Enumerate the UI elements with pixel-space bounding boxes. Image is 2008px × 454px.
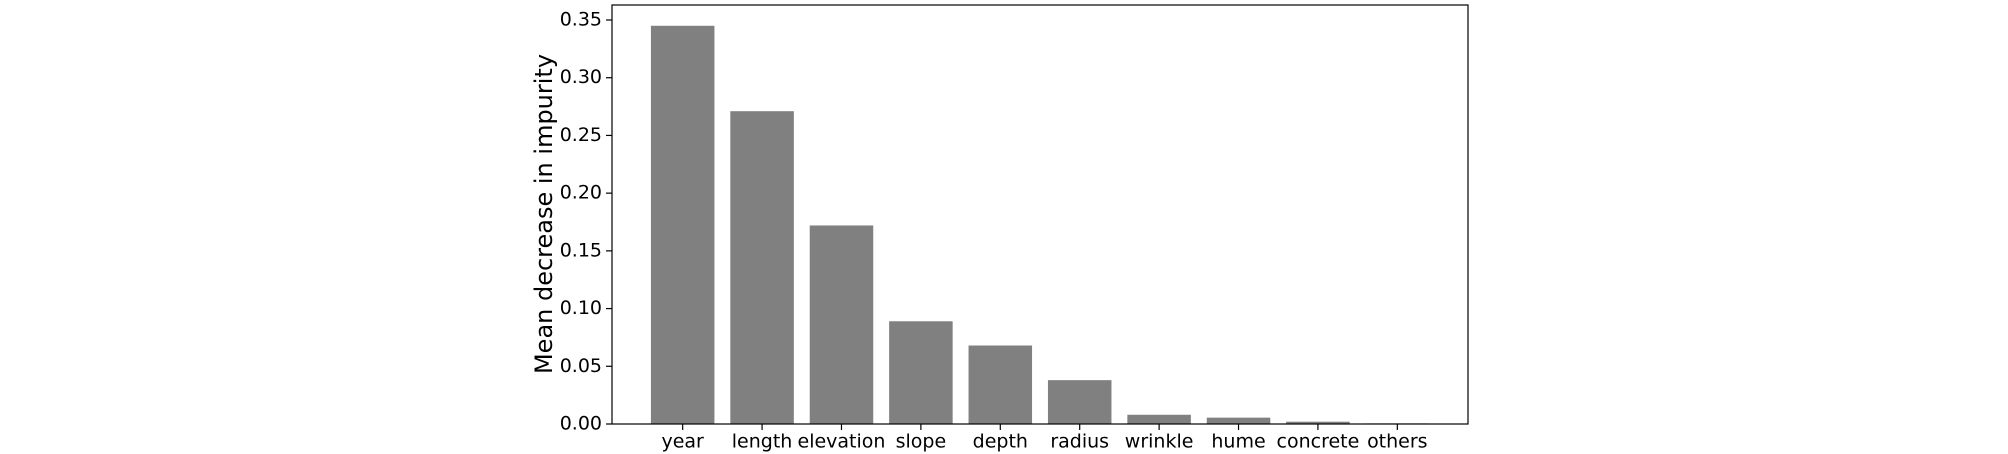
bar [1206,417,1271,424]
bar [730,111,794,424]
bar [809,225,874,424]
x-tick-label: radius [1050,431,1109,453]
bar [968,345,1033,424]
y-tick-label: 0.05 [560,355,602,377]
bar [889,321,953,424]
x-tick-label: others [1367,431,1428,453]
y-tick-label: 0.00 [560,413,602,435]
bar [1047,380,1112,424]
y-tick-label: 0.30 [560,66,602,88]
y-tick-label: 0.35 [560,9,602,31]
y-tick-label: 0.15 [560,239,602,261]
x-tick-label: elevation [798,431,886,453]
bar [650,25,715,425]
x-tick-label: slope [896,431,947,453]
y-tick-label: 0.20 [560,182,602,204]
x-tick-label: year [661,431,704,453]
bar [1127,414,1191,424]
plot-frame [611,4,1469,425]
bar [1286,421,1350,424]
y-tick-label: 0.10 [560,297,602,319]
y-tick-label: 0.25 [560,124,602,146]
x-tick-label: length [732,431,793,453]
y-axis-label: Mean decrease in impurity [530,54,558,374]
x-tick-label: hume [1211,431,1265,453]
x-tick-label: concrete [1277,431,1360,453]
x-tick-label: wrinkle [1125,431,1194,453]
x-tick-label: depth [973,431,1028,453]
